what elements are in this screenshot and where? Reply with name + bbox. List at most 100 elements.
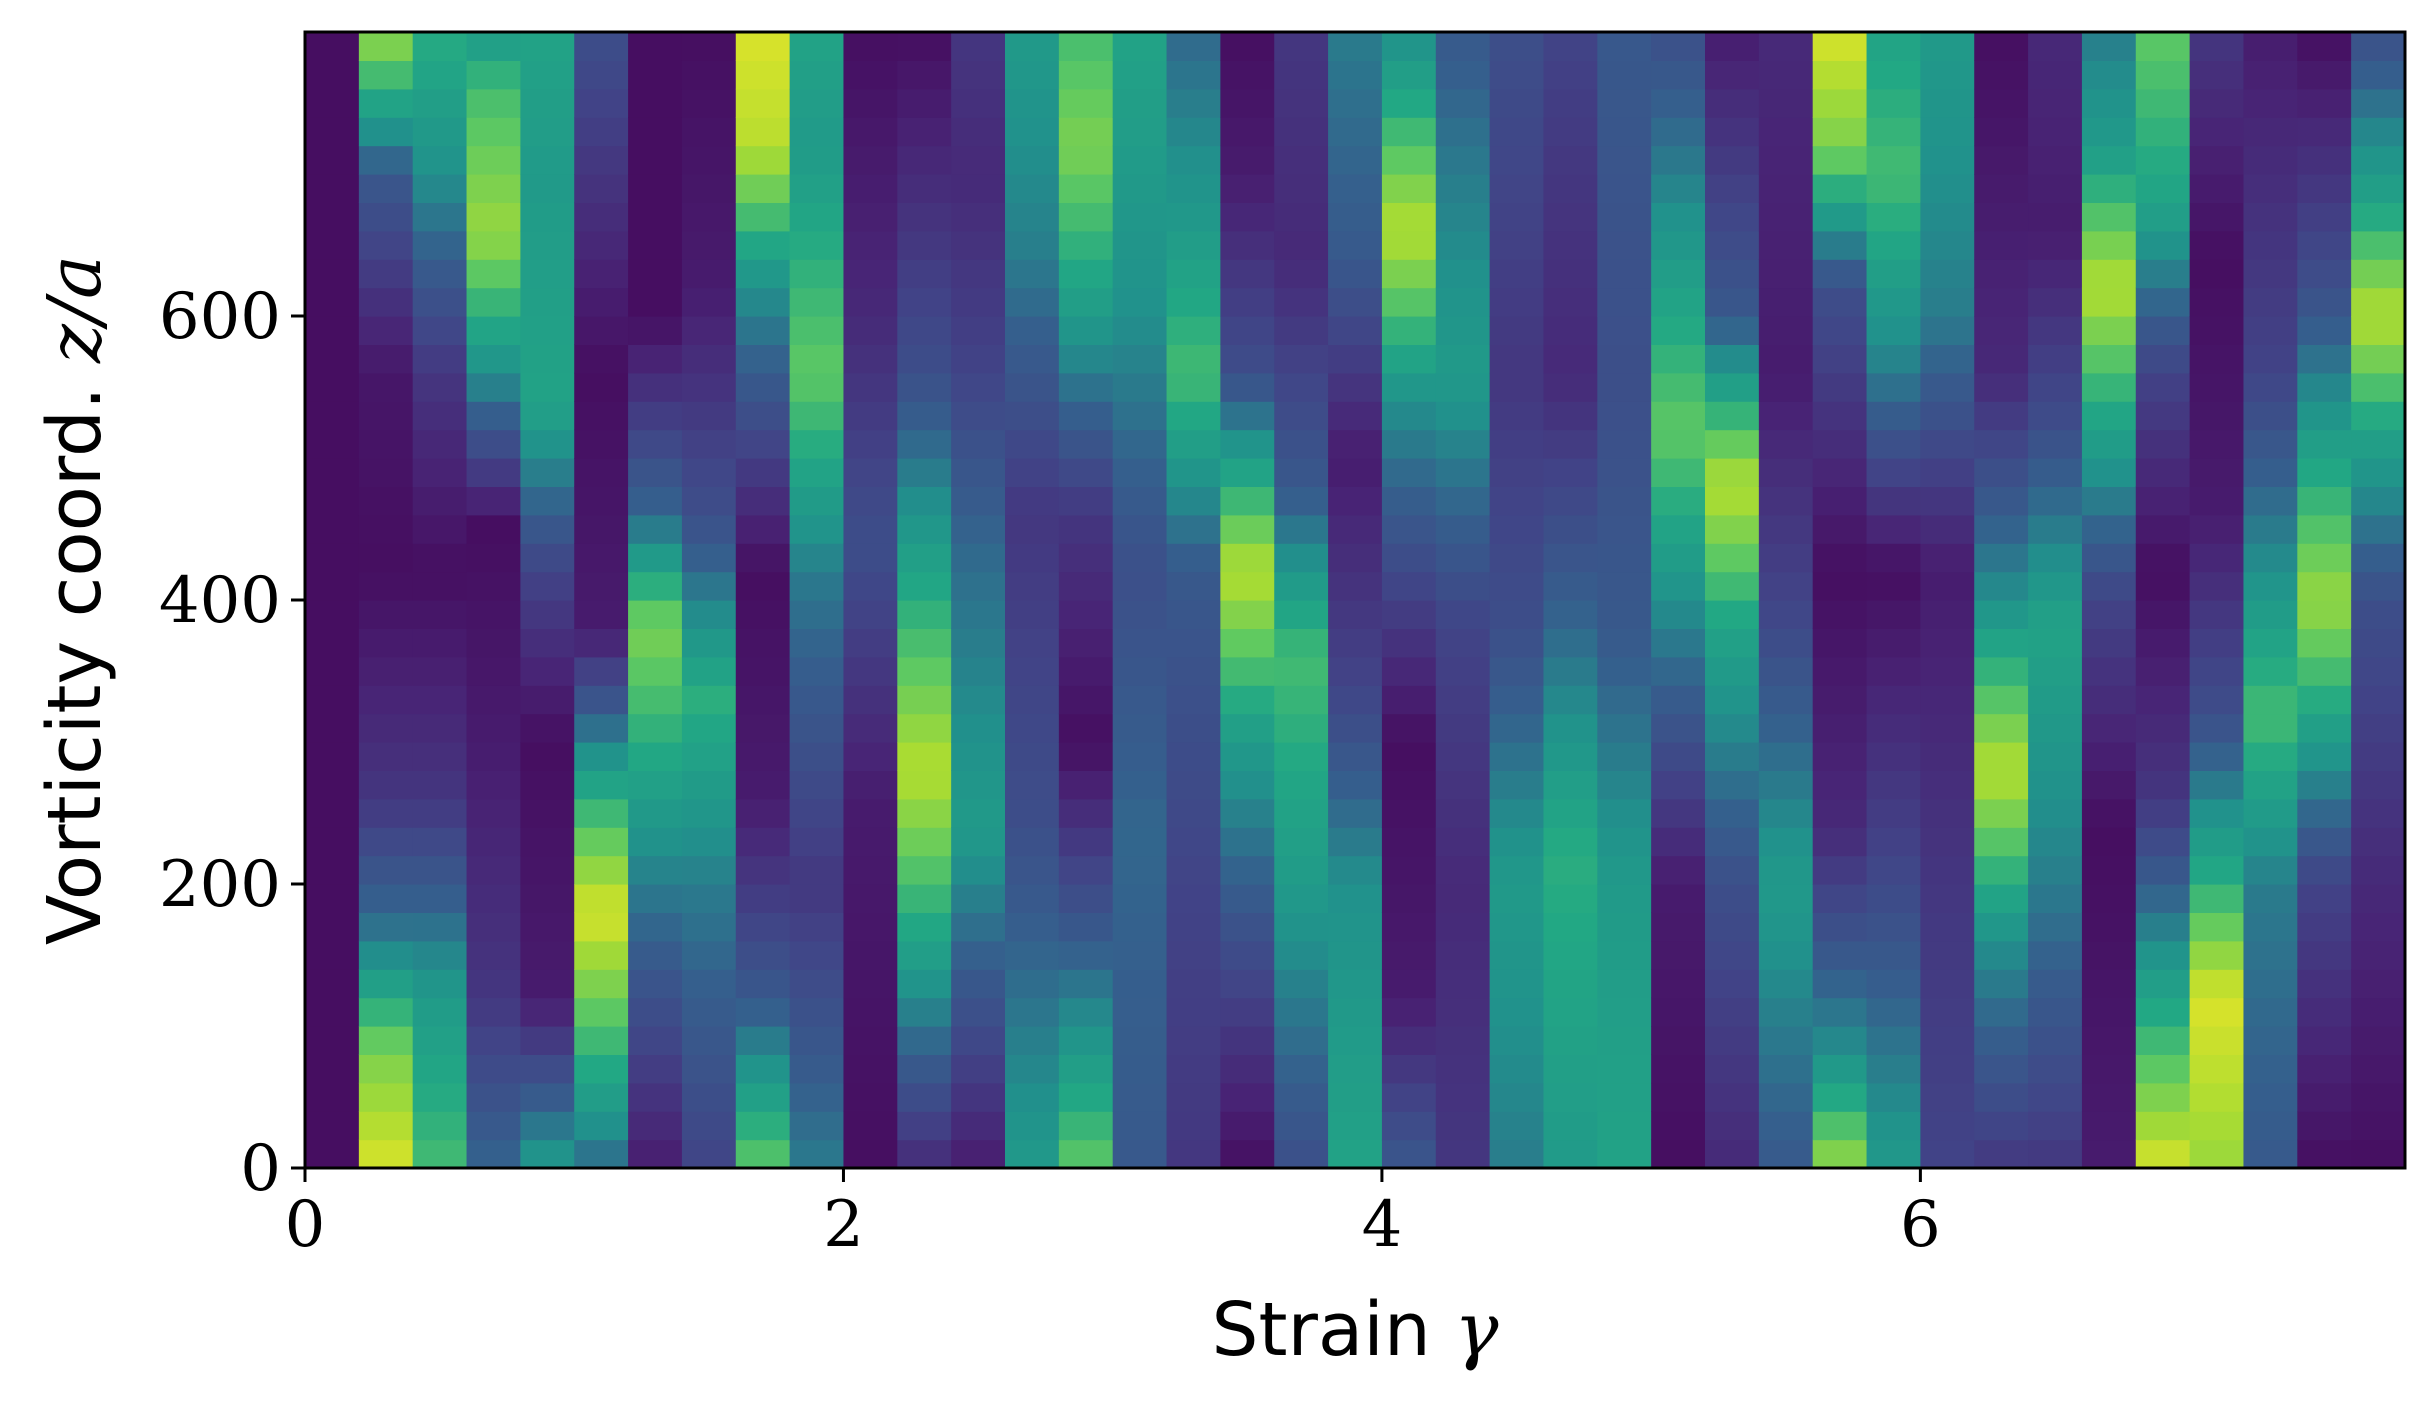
heatmap-cell (1920, 174, 1975, 203)
heatmap-cell (520, 1054, 575, 1084)
heatmap-cell (1920, 827, 1975, 857)
heatmap-cell (1220, 458, 1275, 487)
heatmap-cell (628, 997, 683, 1027)
heatmap-cell (789, 88, 845, 118)
heatmap-cell (1274, 1054, 1329, 1084)
heatmap-cell (1435, 997, 1491, 1027)
heatmap-cell (2297, 1082, 2352, 1112)
heatmap-cell (1112, 1139, 1168, 1169)
heatmap-cell (1328, 1111, 1383, 1141)
heatmap-cell (2297, 1026, 2352, 1055)
heatmap-cell (1920, 117, 1975, 147)
heatmap-cell (735, 571, 791, 601)
heatmap-cell (2243, 60, 2298, 90)
y-tick-label: 0 (240, 1132, 281, 1206)
heatmap-cell (1220, 798, 1275, 828)
heatmap-cell (1705, 912, 1760, 942)
heatmap-cell (1651, 827, 1706, 857)
x-tick-label: 2 (823, 1188, 864, 1262)
heatmap-cell (1274, 1026, 1329, 1055)
heatmap-cell (1328, 884, 1383, 913)
heatmap-cell (305, 316, 360, 345)
heatmap-cell (305, 1111, 360, 1141)
heatmap-cell (1005, 1111, 1060, 1141)
heatmap-cell (1866, 259, 1921, 289)
heatmap-cell (1166, 770, 1221, 800)
heatmap-cell (1220, 969, 1275, 999)
heatmap-cell (1489, 1054, 1545, 1084)
heatmap-cell (681, 571, 737, 601)
heatmap-cell (1058, 742, 1114, 771)
heatmap-cell (1220, 401, 1275, 431)
heatmap-cell (1543, 145, 1598, 175)
heatmap-cell (2297, 60, 2352, 90)
heatmap-cell (520, 230, 575, 260)
heatmap-cell (789, 514, 845, 544)
heatmap-cell (1112, 287, 1168, 317)
heatmap-cell (1381, 600, 1437, 629)
heatmap-cell (1597, 344, 1652, 374)
heatmap-cell (1597, 202, 1652, 232)
heatmap-cell (1866, 656, 1921, 686)
heatmap-cell (681, 940, 737, 970)
heatmap-cell (1328, 685, 1383, 715)
heatmap-cell (1328, 202, 1383, 232)
heatmap-cell (1166, 1026, 1221, 1055)
heatmap-cell (628, 117, 683, 147)
heatmap-cell (1328, 316, 1383, 345)
heatmap-cell (1543, 855, 1598, 885)
heatmap-cell (1274, 969, 1329, 999)
heatmap-cell (2243, 88, 2298, 118)
heatmap-cell (2081, 628, 2137, 658)
heatmap-cell (789, 742, 845, 771)
heatmap-cell (1166, 969, 1221, 999)
heatmap-cell (412, 912, 468, 942)
heatmap-cell (951, 174, 1006, 203)
heatmap-cell (2351, 656, 2406, 686)
heatmap-cell (358, 969, 414, 999)
heatmap-cell (735, 145, 791, 175)
heatmap-cell (1381, 912, 1437, 942)
heatmap-cell (843, 969, 898, 999)
y-axis-label-text: Vorticity coord. (32, 387, 118, 946)
heatmap-cell (1758, 316, 1814, 345)
heatmap-cell (2081, 174, 2137, 203)
heatmap-cell (2351, 145, 2406, 175)
heatmap-cell (1543, 742, 1598, 771)
heatmap-cell (1974, 1054, 2029, 1084)
heatmap-cell (1381, 1139, 1437, 1169)
heatmap-cell (1920, 969, 1975, 999)
heatmap-cell (1489, 969, 1545, 999)
heatmap-cell (1974, 969, 2029, 999)
heatmap-cell (1112, 827, 1168, 857)
heatmap-cell (2189, 1111, 2245, 1141)
heatmap-cell (574, 230, 629, 260)
heatmap-cell (2189, 600, 2245, 629)
heatmap-cell (2243, 458, 2298, 487)
heatmap-cell (574, 372, 629, 402)
heatmap-cell (412, 600, 468, 629)
heatmap-cell (1005, 117, 1060, 147)
heatmap-cell (1920, 997, 1975, 1027)
heatmap-cell (735, 656, 791, 686)
heatmap-cell (1489, 174, 1545, 203)
heatmap-cell (1543, 940, 1598, 970)
heatmap-cell (520, 742, 575, 771)
heatmap-cell (1974, 145, 2029, 175)
heatmap-cell (520, 912, 575, 942)
heatmap-cell (1543, 486, 1598, 516)
heatmap-cell (466, 486, 521, 516)
heatmap-cell (735, 32, 791, 61)
heatmap-cell (2351, 997, 2406, 1027)
heatmap-cell (1866, 429, 1921, 459)
heatmap-cell (1489, 798, 1545, 828)
heatmap-cell (574, 88, 629, 118)
heatmap-cell (1866, 855, 1921, 885)
heatmap-cell (1328, 514, 1383, 544)
heatmap-cell (1166, 940, 1221, 970)
heatmap-cell (681, 713, 737, 743)
heatmap-cell (2351, 88, 2406, 118)
heatmap-cell (358, 798, 414, 828)
heatmap-cell (1381, 401, 1437, 431)
heatmap-cell (1812, 1139, 1868, 1169)
